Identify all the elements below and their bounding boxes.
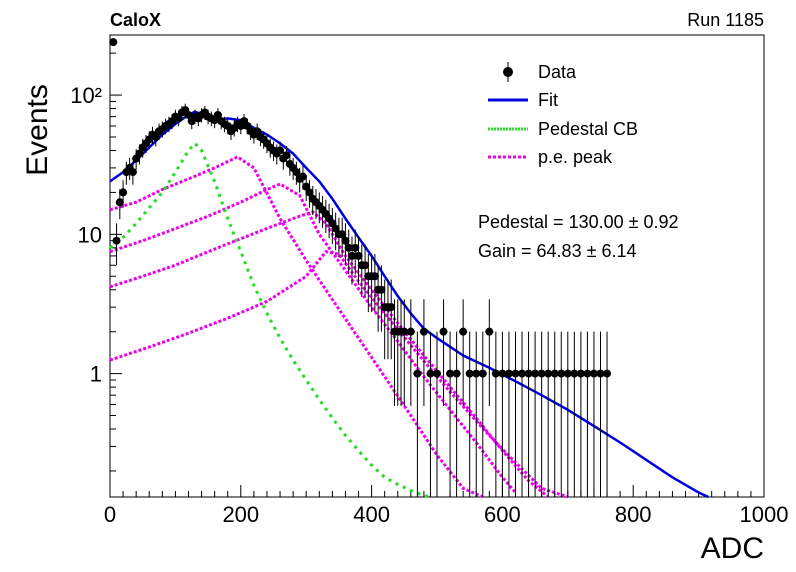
data-point (504, 369, 513, 378)
data-point (491, 369, 500, 378)
data-point (276, 146, 285, 155)
data-point (282, 151, 291, 160)
data-point (544, 369, 553, 378)
data-point (439, 327, 448, 336)
data-point (184, 110, 193, 119)
data-point (347, 251, 356, 260)
data-point (298, 172, 307, 181)
data-point (531, 369, 540, 378)
data-point (570, 369, 579, 378)
data-point (563, 369, 572, 378)
data-point (341, 236, 350, 245)
data-point (413, 369, 422, 378)
data-point (213, 110, 222, 119)
fit-annotation-pedestal: Pedestal = 130.00 ± 0.92 (478, 212, 679, 232)
axis-ticks: 0 200 400 600 800 1000 1 10 10² (70, 52, 789, 527)
data-point (112, 236, 121, 245)
data-point (537, 369, 546, 378)
y-axis-title: Events (21, 84, 54, 176)
data-point (119, 188, 128, 197)
legend-label: Fit (538, 90, 558, 110)
data-point (485, 327, 494, 336)
x-tick-label: 800 (615, 502, 652, 527)
data-point (446, 369, 455, 378)
data-point (589, 369, 598, 378)
data-point (550, 369, 559, 378)
data-point (406, 327, 415, 336)
data-point (472, 369, 481, 378)
x-tick-label: 600 (484, 502, 521, 527)
pe-peak-line-2 (109, 182, 517, 494)
data-point (518, 369, 527, 378)
data-point (109, 38, 118, 47)
y-tick-label: 10 (78, 222, 102, 247)
legend-data-marker (503, 67, 513, 77)
y-tick-label: 10² (70, 83, 102, 108)
data-point (459, 327, 468, 336)
fit-annotation-gain: Gain = 64.83 ± 6.14 (478, 241, 637, 261)
data-point (377, 285, 386, 294)
data-point (387, 303, 396, 312)
header-label: CaloX (110, 10, 161, 30)
data-point (557, 369, 566, 378)
data-point (524, 369, 533, 378)
data-point (603, 369, 612, 378)
y-tick-label: 1 (90, 362, 102, 387)
data-point (338, 230, 347, 239)
legend-label: Data (538, 62, 577, 82)
data-point (478, 369, 487, 378)
data-point (344, 243, 353, 252)
data-point (351, 243, 360, 252)
x-axis-title: ADC (701, 532, 764, 565)
data-point (354, 251, 363, 260)
pe-peak-line-1 (109, 155, 484, 499)
data-point (174, 114, 183, 123)
pedestal-line (109, 141, 431, 499)
data-point (361, 261, 370, 270)
data-point (305, 188, 314, 197)
data-point (583, 369, 592, 378)
legend-label: Pedestal CB (538, 119, 638, 139)
x-tick-label: 0 (104, 502, 116, 527)
data-point (400, 327, 409, 336)
data-point (128, 168, 137, 177)
data-point (465, 369, 474, 378)
data-point (370, 272, 379, 281)
data-point (419, 327, 428, 336)
x-tick-label: 1000 (740, 502, 789, 527)
data-point (433, 369, 441, 378)
data-point (511, 369, 520, 378)
data-point (576, 369, 585, 378)
legend-label: p.e. peak (538, 147, 613, 167)
legend: Data Fit Pedestal CB p.e. peak (488, 62, 638, 167)
data-point (452, 369, 461, 378)
data-point (596, 369, 605, 378)
data-point (498, 369, 507, 378)
data-point (292, 168, 301, 177)
series-layer (109, 38, 709, 499)
data-point (135, 149, 144, 158)
x-tick-label: 400 (353, 502, 390, 527)
x-tick-label: 200 (222, 502, 259, 527)
data-point (115, 198, 124, 207)
data-point (426, 369, 435, 378)
run-label: Run 1185 (687, 10, 764, 30)
